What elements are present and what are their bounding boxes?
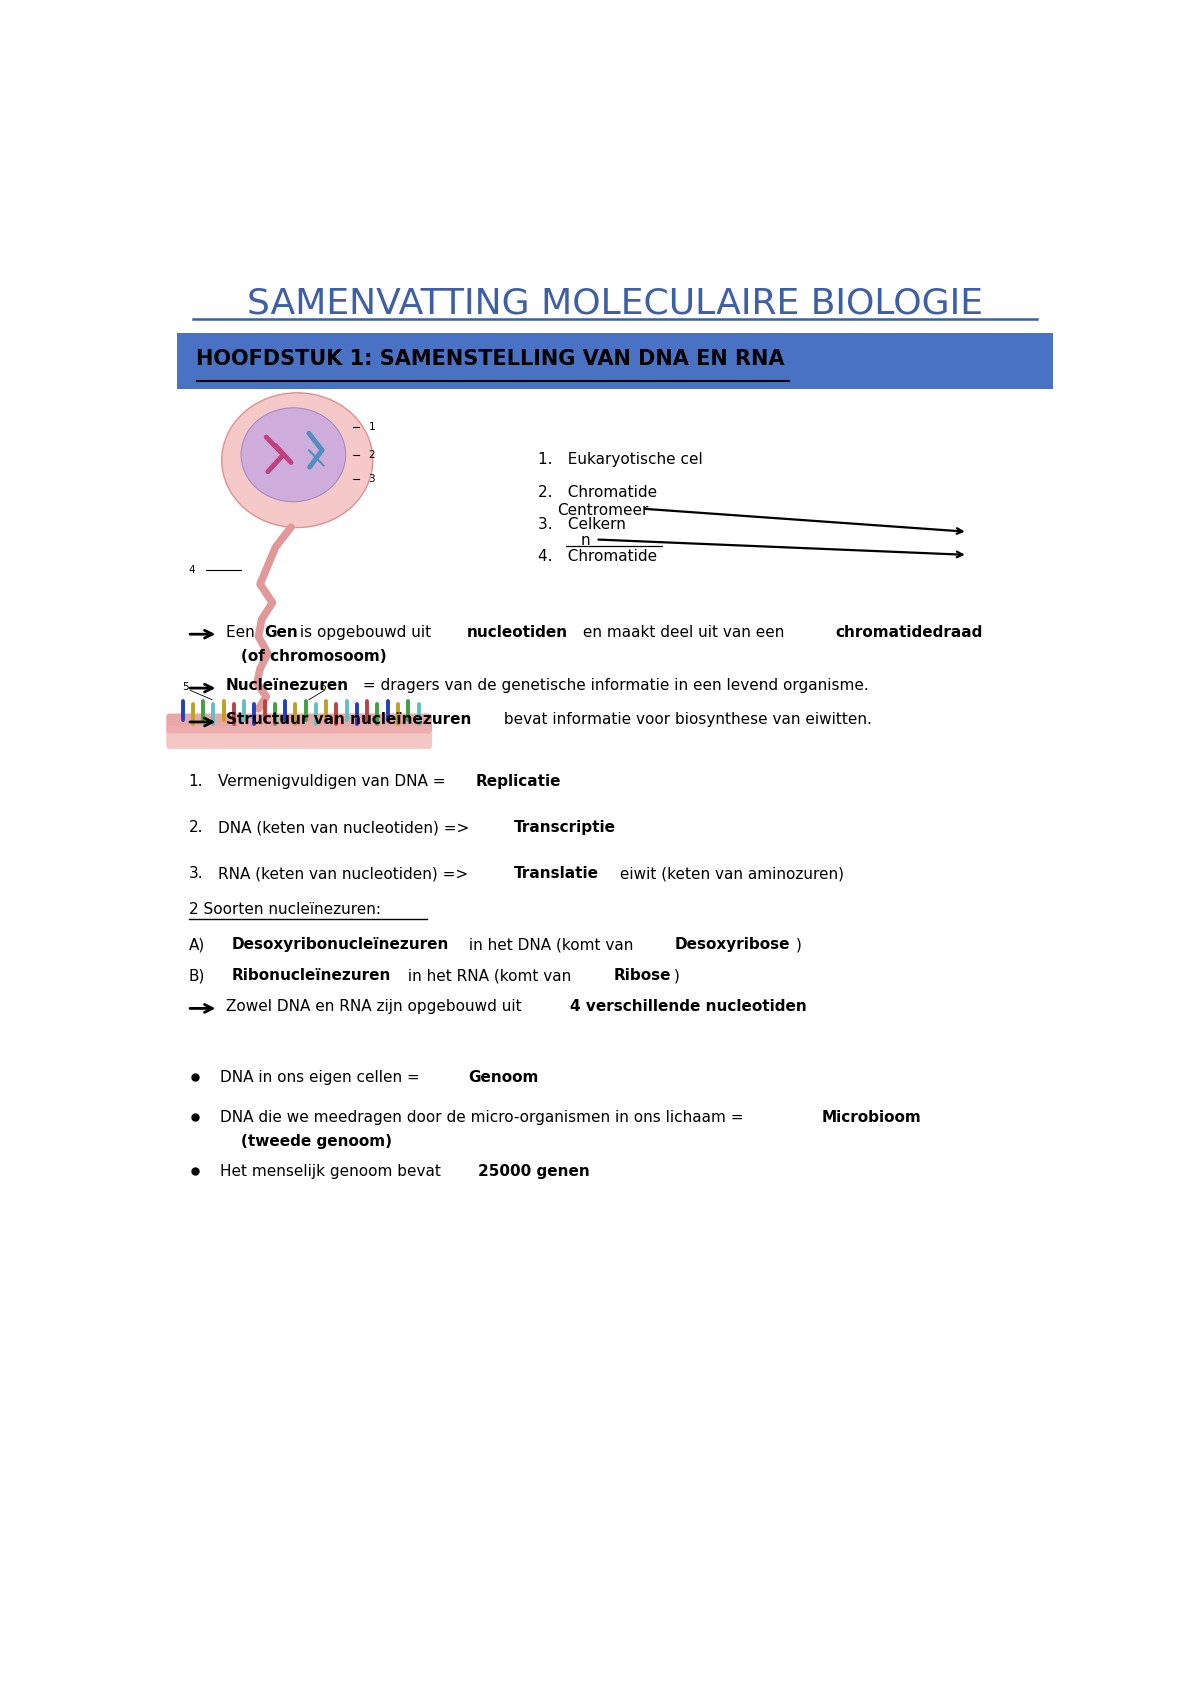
Text: 1.: 1. xyxy=(188,774,203,790)
Text: n: n xyxy=(580,533,589,548)
Text: Gen: Gen xyxy=(264,625,298,640)
FancyBboxPatch shape xyxy=(167,725,432,749)
Text: 4. Chromatide: 4. Chromatide xyxy=(538,550,656,564)
Text: eiwit (keten van aminozuren): eiwit (keten van aminozuren) xyxy=(616,866,845,881)
Text: Het menselijk genoom bevat: Het menselijk genoom bevat xyxy=(220,1163,445,1178)
Text: (of chromosoom): (of chromosoom) xyxy=(241,649,388,664)
FancyBboxPatch shape xyxy=(178,333,1052,389)
Text: Zowel DNA en RNA zijn opgebouwd uit: Zowel DNA en RNA zijn opgebouwd uit xyxy=(226,998,527,1014)
FancyBboxPatch shape xyxy=(167,713,432,734)
Text: bevat informatie voor biosynthese van eiwitten.: bevat informatie voor biosynthese van ei… xyxy=(499,713,872,727)
Text: nucleotiden: nucleotiden xyxy=(467,625,568,640)
Text: chromatidedraad: chromatidedraad xyxy=(835,625,983,640)
Text: is opgebouwd uit: is opgebouwd uit xyxy=(294,625,436,640)
Ellipse shape xyxy=(241,408,346,501)
Text: 2. Chromatide: 2. Chromatide xyxy=(538,486,656,499)
Text: A): A) xyxy=(188,937,205,953)
Text: en maakt deel uit van een: en maakt deel uit van een xyxy=(577,625,788,640)
Text: Centromeer: Centromeer xyxy=(557,503,648,518)
Text: HOOFDSTUK 1: SAMENSTELLING VAN DNA EN RNA: HOOFDSTUK 1: SAMENSTELLING VAN DNA EN RN… xyxy=(197,348,785,368)
Text: 3: 3 xyxy=(368,474,376,484)
Text: Nucleïnezuren: Nucleïnezuren xyxy=(226,679,349,693)
Text: 2 Soorten nucleïnezuren:: 2 Soorten nucleïnezuren: xyxy=(188,902,380,917)
Text: 5: 5 xyxy=(182,683,190,693)
Text: Translatie: Translatie xyxy=(514,866,599,881)
Text: 6: 6 xyxy=(319,683,325,693)
Text: RNA (keten van nucleotiden) =>: RNA (keten van nucleotiden) => xyxy=(218,866,473,881)
Ellipse shape xyxy=(222,392,373,528)
Text: 3.: 3. xyxy=(188,866,203,881)
Text: 1. Eukaryotische cel: 1. Eukaryotische cel xyxy=(538,452,702,467)
Text: 3. Celkern: 3. Celkern xyxy=(538,518,625,531)
Text: DNA in ons eigen cellen =: DNA in ons eigen cellen = xyxy=(220,1070,425,1085)
Text: 25000 genen: 25000 genen xyxy=(478,1163,589,1178)
Text: 4: 4 xyxy=(188,565,196,576)
Text: Genoom: Genoom xyxy=(468,1070,539,1085)
Text: Transcriptie: Transcriptie xyxy=(514,820,616,835)
Text: 2: 2 xyxy=(368,450,376,460)
Text: = dragers van de genetische informatie in een levend organisme.: = dragers van de genetische informatie i… xyxy=(358,679,869,693)
Text: ): ) xyxy=(674,968,680,983)
Text: Ribose: Ribose xyxy=(613,968,671,983)
Text: Desoxyribonucleïnezuren: Desoxyribonucleïnezuren xyxy=(232,937,449,953)
Text: Structuur van nucleïnezuren: Structuur van nucleïnezuren xyxy=(226,713,472,727)
Text: Microbioom: Microbioom xyxy=(821,1110,922,1124)
Text: 1: 1 xyxy=(368,423,376,431)
Text: Replicatie: Replicatie xyxy=(476,774,562,790)
Text: 2.: 2. xyxy=(188,820,203,835)
Text: 4 verschillende nucleotiden: 4 verschillende nucleotiden xyxy=(570,998,806,1014)
Text: Ribonucleïnezuren: Ribonucleïnezuren xyxy=(232,968,391,983)
Text: B): B) xyxy=(188,968,205,983)
Text: Vermenigvuldigen van DNA =: Vermenigvuldigen van DNA = xyxy=(218,774,450,790)
Text: Een: Een xyxy=(226,625,259,640)
Text: (tweede genoom): (tweede genoom) xyxy=(241,1134,392,1150)
Text: in het RNA (komt van: in het RNA (komt van xyxy=(403,968,576,983)
Text: SAMENVATTING MOLECULAIRE BIOLOGIE: SAMENVATTING MOLECULAIRE BIOLOGIE xyxy=(247,287,983,321)
Text: Desoxyribose: Desoxyribose xyxy=(674,937,790,953)
Text: in het DNA (komt van: in het DNA (komt van xyxy=(464,937,638,953)
Text: DNA die we meedragen door de micro-organismen in ons lichaam =: DNA die we meedragen door de micro-organ… xyxy=(220,1110,748,1124)
Text: DNA (keten van nucleotiden) =>: DNA (keten van nucleotiden) => xyxy=(218,820,474,835)
Text: ): ) xyxy=(796,937,802,953)
